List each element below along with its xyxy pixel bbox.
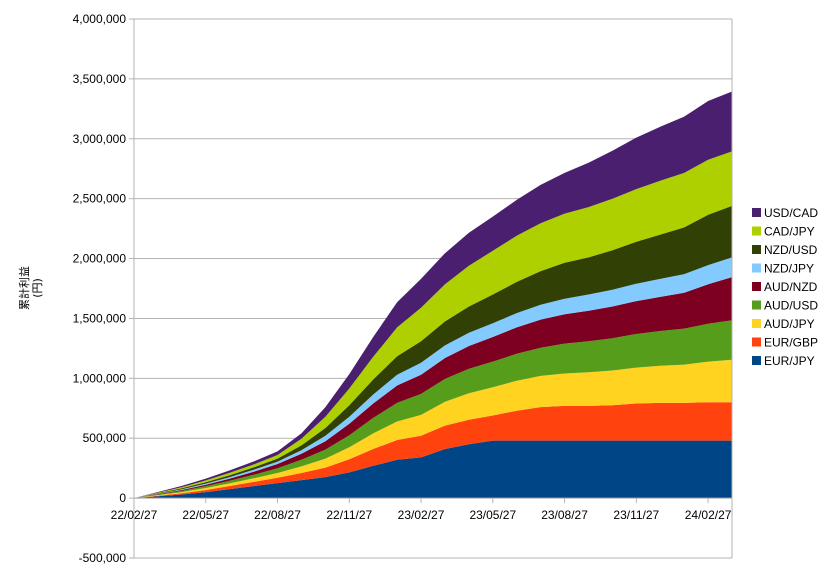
area-nzd-jpy: [134, 257, 732, 499]
area-aud-jpy: [134, 359, 732, 499]
y-tick-label: -500,000: [79, 551, 127, 565]
y-tick-label: 1,000,000: [73, 371, 127, 385]
legend-item-aud-jpy: AUD/JPY: [752, 317, 815, 331]
legend-item-usd-cad: USD/CAD: [752, 206, 818, 220]
area-nzd-usd: [134, 205, 732, 499]
area-aud-usd: [134, 320, 732, 499]
x-tick-label: 24/02/27: [685, 508, 732, 522]
legend-swatch: [752, 337, 761, 347]
x-tick-label: 23/05/27: [469, 508, 516, 522]
legend-label: EUR/JPY: [764, 354, 815, 368]
legend-label: AUD/JPY: [764, 317, 815, 331]
x-tick-label: 22/08/27: [254, 508, 301, 522]
legend-item-aud-nzd: AUD/NZD: [752, 280, 818, 294]
legend-item-nzd-jpy: NZD/JPY: [752, 262, 814, 276]
y-tick-label: 3,500,000: [73, 72, 127, 86]
legend-label: NZD/JPY: [764, 262, 814, 276]
y-axis-label-unit: (円): [31, 278, 44, 298]
legend-swatch: [752, 208, 761, 217]
x-tick-label: 22/11/27: [326, 508, 372, 522]
legend-label: NZD/USD: [764, 243, 818, 257]
legend-swatch: [752, 245, 761, 254]
legend-label: CAD/JPY: [764, 225, 815, 239]
x-tick-label: 23/08/27: [541, 508, 588, 522]
axes: [129, 18, 733, 559]
legend: USD/CAD CAD/JPY NZD/USD NZD/JPY AUD/NZD AUD/U…: [752, 206, 818, 368]
legend-item-cad-jpy: CAD/JPY: [752, 225, 815, 239]
x-tick-label: 22/02/27: [111, 508, 158, 522]
y-tick-label: 3,000,000: [73, 132, 127, 146]
legend-swatch: [752, 356, 761, 365]
legend-item-nzd-usd: NZD/USD: [752, 243, 818, 257]
y-axis-label-main: 累計利益: [17, 266, 31, 310]
legend-label: EUR/GBP: [764, 336, 818, 350]
y-tick-label: 2,500,000: [73, 192, 127, 206]
x-tick-label: 22/05/27: [182, 508, 229, 522]
legend-label: USD/CAD: [764, 206, 818, 220]
legend-item-aud-usd: AUD/USD: [752, 299, 818, 313]
y-tick-labels: 4,000,000 3,500,000 3,000,000 2,500,000 2,00…: [73, 12, 127, 565]
y-tick-label: 500,000: [83, 431, 127, 445]
y-tick-label: 4,000,000: [73, 12, 127, 26]
area-usd-cad: [134, 91, 732, 499]
legend-swatch: [752, 263, 761, 273]
legend-swatch: [752, 226, 761, 236]
y-axis-label: 累計利益 (円): [17, 266, 44, 310]
area-eur-gbp: [134, 402, 732, 499]
legend-label: AUD/USD: [764, 299, 818, 313]
legend-label: AUD/NZD: [764, 280, 818, 294]
legend-item-eur-jpy: EUR/JPY: [752, 354, 815, 368]
series-areas: [134, 91, 732, 499]
y-tick-label: 2,000,000: [73, 252, 127, 266]
area-aud-nzd: [134, 277, 732, 499]
area-eur-jpy: [134, 440, 732, 499]
legend-item-eur-gbp: EUR/GBP: [752, 336, 818, 350]
legend-swatch: [752, 300, 761, 310]
x-tick-label: 23/02/27: [398, 508, 445, 522]
area-cad-jpy: [134, 151, 732, 499]
y-tick-label: 1,500,000: [73, 311, 127, 325]
x-tick-label: 23/11/27: [613, 508, 659, 522]
y-tick-label: 0: [119, 491, 126, 505]
x-tick-labels: 22/02/27 22/05/27 22/08/27 22/11/27 23/02/27…: [111, 508, 732, 522]
legend-swatch: [752, 282, 761, 291]
legend-swatch: [752, 319, 761, 328]
